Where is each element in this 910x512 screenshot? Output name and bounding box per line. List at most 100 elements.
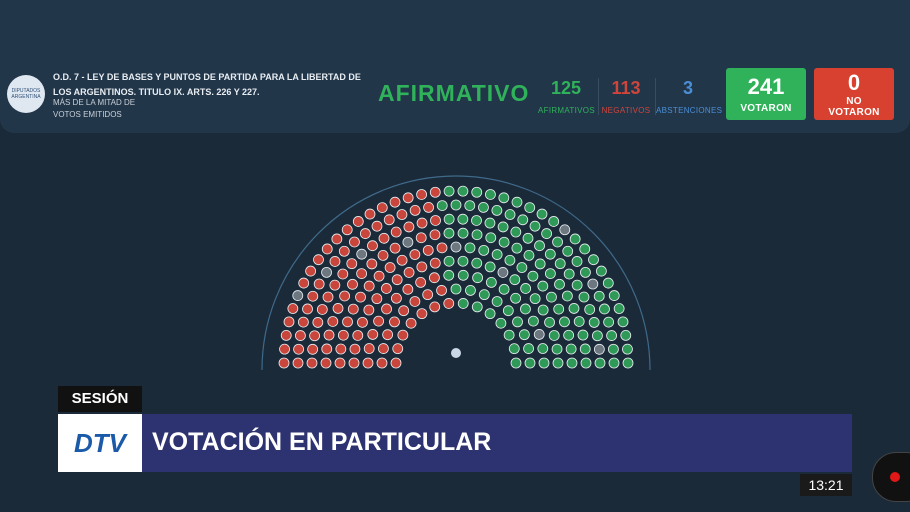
seat xyxy=(321,266,332,278)
seat xyxy=(491,249,503,260)
seat xyxy=(484,217,496,229)
seat xyxy=(534,258,546,270)
seat xyxy=(588,254,599,266)
tag: SESIÓN xyxy=(58,386,142,412)
seat xyxy=(565,343,577,355)
seat xyxy=(498,192,510,204)
seat xyxy=(313,254,324,266)
seat xyxy=(321,343,333,355)
seat xyxy=(307,343,319,355)
seat xyxy=(599,303,610,315)
seat xyxy=(334,357,346,369)
seat xyxy=(376,357,388,369)
seat xyxy=(416,308,428,320)
seat xyxy=(523,343,534,354)
seat xyxy=(504,254,516,266)
seat xyxy=(383,214,395,226)
seat xyxy=(544,316,555,328)
hemicycle-border xyxy=(261,175,651,371)
seat xyxy=(450,199,462,211)
seat xyxy=(593,290,605,302)
seat xyxy=(302,303,313,315)
seat xyxy=(573,316,585,327)
seat xyxy=(443,185,455,197)
seat xyxy=(381,303,392,315)
seat xyxy=(617,316,629,328)
seat xyxy=(389,196,401,208)
seat xyxy=(307,290,319,302)
seat xyxy=(606,330,617,341)
clock: 13:21 xyxy=(800,474,852,496)
seat xyxy=(595,265,607,277)
seat xyxy=(415,232,427,244)
seat xyxy=(337,268,349,280)
seat xyxy=(563,268,575,280)
seat xyxy=(464,242,476,254)
seat xyxy=(509,274,521,286)
seat xyxy=(538,357,550,369)
seat xyxy=(465,285,476,296)
seat xyxy=(279,343,290,355)
seat xyxy=(373,315,385,327)
seat xyxy=(390,226,402,238)
seat xyxy=(522,232,534,244)
seat xyxy=(429,229,441,241)
seat xyxy=(548,216,560,227)
seat xyxy=(546,291,557,303)
seat xyxy=(529,293,541,305)
seat xyxy=(384,262,396,273)
seat xyxy=(516,262,528,273)
seat xyxy=(313,278,325,290)
seat xyxy=(390,357,402,369)
president-seat xyxy=(451,348,461,358)
count: 241 xyxy=(747,74,785,99)
seat xyxy=(287,303,299,314)
seat xyxy=(356,268,368,279)
seat xyxy=(504,209,516,220)
count-label: AFIRMATIVOS xyxy=(538,106,595,115)
seat xyxy=(323,329,335,341)
seat xyxy=(403,221,415,233)
seat xyxy=(367,329,379,340)
seat xyxy=(363,304,375,316)
seat xyxy=(608,290,620,301)
seat xyxy=(594,357,606,369)
seat xyxy=(593,343,605,355)
seat xyxy=(292,290,304,301)
seat xyxy=(527,270,539,282)
seat xyxy=(346,258,358,270)
seat xyxy=(293,343,305,355)
seat xyxy=(359,228,371,239)
seat xyxy=(347,278,358,290)
seat xyxy=(338,245,350,257)
seat xyxy=(312,317,324,328)
seat xyxy=(341,224,353,236)
count: 0 xyxy=(847,70,861,95)
seat xyxy=(580,266,591,278)
seat xyxy=(607,343,619,355)
seat xyxy=(533,329,545,340)
count-label: VOTARON xyxy=(740,103,792,114)
seat xyxy=(484,308,496,320)
seat xyxy=(498,236,510,248)
seat xyxy=(478,244,490,256)
seat xyxy=(389,316,400,328)
seat xyxy=(443,213,455,225)
seat xyxy=(396,254,408,266)
count: 125 xyxy=(550,78,582,98)
seat xyxy=(329,279,341,291)
seat xyxy=(527,315,539,327)
banner xyxy=(58,414,852,472)
seat xyxy=(416,189,427,200)
seat xyxy=(396,209,408,220)
seat xyxy=(295,330,306,341)
seat xyxy=(371,293,383,305)
seat xyxy=(349,343,361,355)
logo: DIPUTADOS ARGENTINA xyxy=(7,75,45,113)
seat xyxy=(503,329,515,341)
seat xyxy=(352,330,364,341)
seat xyxy=(327,316,339,327)
seat xyxy=(280,330,292,341)
seat xyxy=(536,208,548,220)
seat xyxy=(320,357,332,369)
